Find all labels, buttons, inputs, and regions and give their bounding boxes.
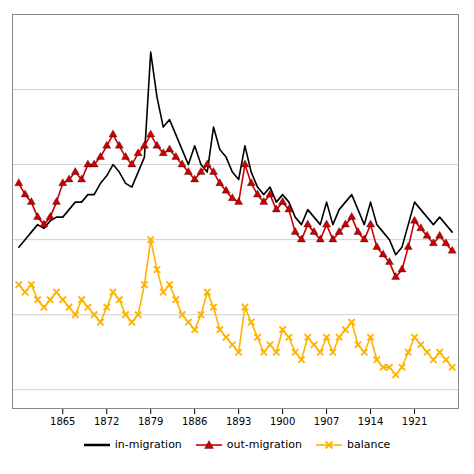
svg-text:1914: 1914 (358, 416, 383, 427)
svg-text:1921: 1921 (402, 416, 427, 427)
svg-text:1886: 1886 (182, 416, 207, 427)
svg-text:1900: 1900 (270, 416, 295, 427)
html-text:balance: balance (346, 438, 391, 451)
html-text:out-migration: out-migration (226, 438, 302, 451)
svg-text:1907: 1907 (314, 416, 339, 427)
svg-text:1872: 1872 (94, 416, 119, 427)
svg-text:1893: 1893 (226, 416, 251, 427)
svg-text:1879: 1879 (138, 416, 163, 427)
html-text:in-migration: in-migration (114, 438, 182, 451)
svg-text:1865: 1865 (50, 416, 75, 427)
